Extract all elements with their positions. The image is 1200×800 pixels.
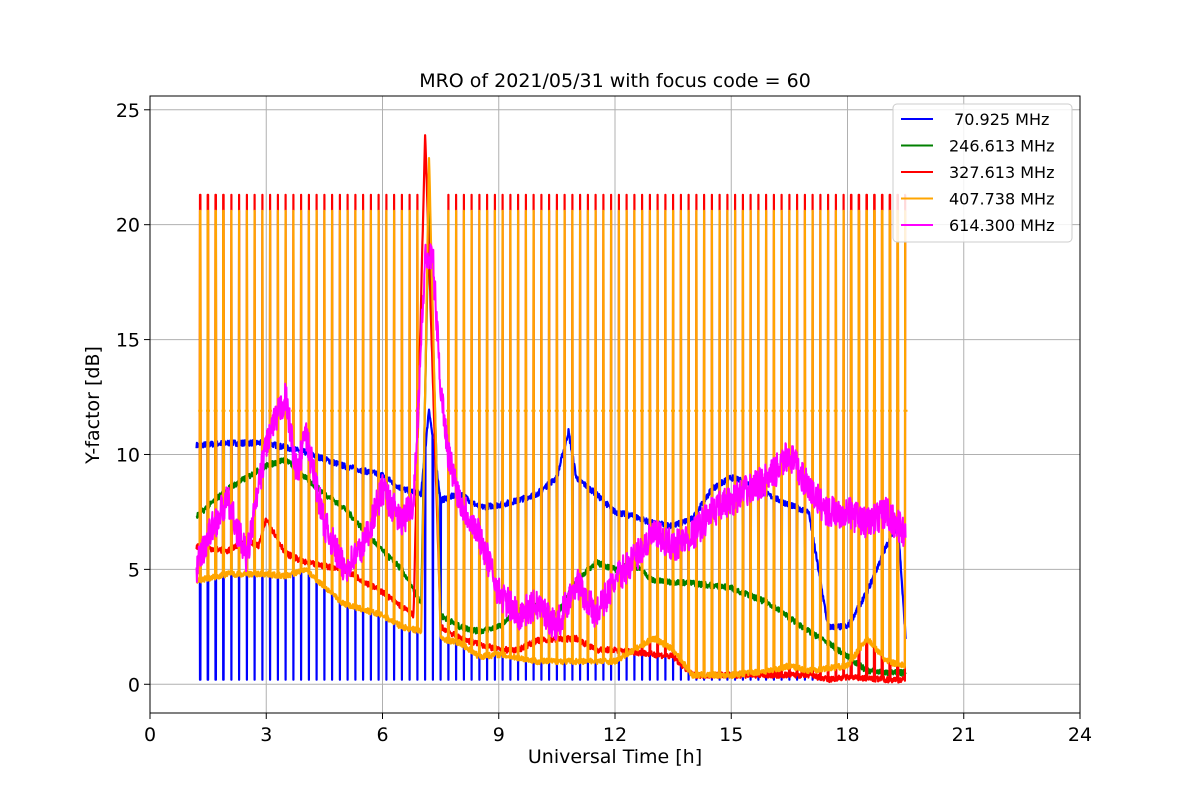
series-line [195, 243, 907, 641]
legend-label: 70.925 MHz [949, 110, 1049, 129]
series-4 [195, 243, 907, 641]
x-tick-label: 24 [1068, 724, 1092, 746]
x-tick-label: 6 [376, 724, 388, 746]
y-tick-label: 0 [128, 674, 140, 696]
series-line [195, 157, 907, 680]
y-tick-label: 20 [116, 215, 140, 237]
legend-label: 614.300 MHz [949, 216, 1054, 235]
x-tick-label: 12 [603, 724, 627, 746]
series-layer [195, 134, 908, 684]
legend-label: 407.738 MHz [949, 190, 1054, 209]
x-tick-label: 15 [719, 724, 743, 746]
x-tick-label: 9 [493, 724, 505, 746]
x-axis-label: Universal Time [h] [528, 746, 702, 768]
y-axis: 0 5 10 15 20 25 [116, 100, 150, 696]
x-axis: 0 3 6 9 12 15 18 21 24 [144, 713, 1092, 746]
x-tick-label: 21 [952, 724, 976, 746]
y-tick-label: 5 [128, 559, 140, 581]
series-line [195, 408, 907, 681]
y-axis-label: Y-factor [dB] [82, 346, 104, 465]
x-tick-label: 0 [144, 724, 156, 746]
y-tick-label: 10 [116, 444, 140, 466]
x-tick-label: 18 [835, 724, 859, 746]
y-tick-label: 25 [116, 100, 140, 122]
y-tick-label: 15 [116, 330, 140, 352]
series-3 [195, 157, 908, 680]
legend-box [892, 103, 1073, 243]
legend-label: 327.613 MHz [949, 163, 1054, 182]
x-tick-label: 3 [260, 724, 272, 746]
series-2 [195, 134, 907, 684]
legend-label: 246.613 MHz [949, 137, 1054, 156]
series-0 [195, 408, 907, 681]
legend: 70.925 MHz 246.613 MHz 327.613 MHz 407.738 … [892, 103, 1073, 243]
chart-title: MRO of 2021/05/31 with focus code = 60 [419, 70, 811, 92]
series-line [195, 134, 907, 684]
